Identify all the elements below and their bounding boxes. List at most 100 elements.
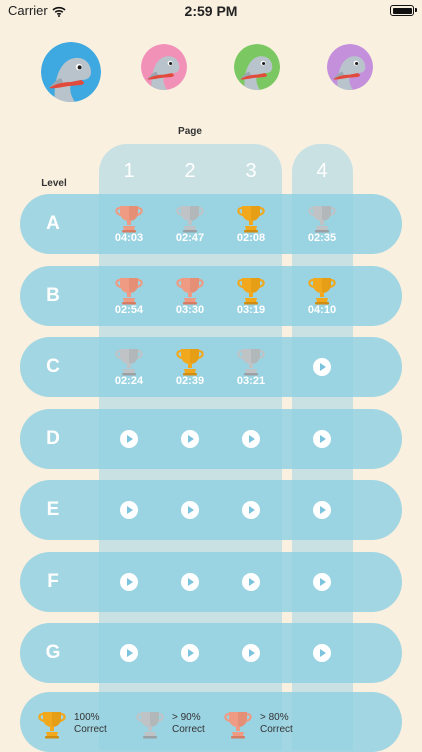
play-icon[interactable] [120, 501, 138, 524]
level-cell-b-2[interactable]: 03:30 [160, 266, 220, 326]
level-cell-g-3[interactable] [221, 623, 281, 683]
completion-time: 02:54 [114, 303, 144, 316]
play-icon[interactable] [181, 501, 199, 524]
completion-time: 02:35 [307, 232, 337, 244]
play-icon[interactable] [242, 429, 260, 453]
play-icon[interactable] [120, 572, 138, 596]
level-cell-f-4[interactable] [292, 552, 352, 612]
level-letter: C [46, 356, 60, 377]
gold-trophy-icon [306, 274, 338, 311]
level-cell-e-4[interactable] [292, 480, 352, 540]
level-cell-b-4[interactable]: 04:10 [292, 266, 352, 326]
silver-trophy-icon [113, 345, 145, 382]
silver-trophy-icon [134, 708, 166, 745]
completion-time: 02:24 [114, 375, 144, 387]
level-cell-a-1[interactable]: 04:03 [99, 194, 159, 254]
level-cell-g-1[interactable] [99, 623, 159, 683]
level-cell-c-3[interactable]: 03:21 [221, 337, 281, 397]
level-cell-g-2[interactable] [160, 623, 220, 683]
gold-trophy-icon [36, 708, 68, 745]
level-letter: A [46, 213, 60, 234]
play-icon[interactable] [181, 429, 199, 453]
level-cell-b-3[interactable]: 03:19 [221, 266, 281, 326]
play-icon[interactable] [313, 358, 331, 381]
level-cell-c-2[interactable]: 02:39 [160, 337, 220, 397]
level-row-b: B [20, 265, 402, 326]
level-cell-d-4[interactable] [292, 409, 352, 469]
level-row-d: D [20, 408, 402, 469]
play-icon[interactable] [313, 501, 331, 524]
level-row-e: E [20, 480, 402, 540]
legend-label: 100% Correct [74, 712, 107, 735]
level-row-g: G [20, 623, 402, 683]
level-letter: E [46, 499, 60, 520]
bronze-trophy-icon [113, 274, 145, 311]
play-icon[interactable] [313, 429, 331, 453]
level-cell-f-2[interactable] [160, 552, 220, 612]
completion-time: 03:19 [236, 303, 266, 316]
level-letter: D [46, 427, 60, 449]
status-bar: Carrier 2:59 PM [0, 0, 422, 22]
avatar-dolphin-purple[interactable] [327, 44, 373, 90]
page-number-4: 4 [316, 160, 328, 182]
page-number-3: 3 [245, 160, 257, 182]
level-cell-d-2[interactable] [160, 409, 220, 469]
level-row-a: A [20, 194, 402, 254]
level-cell-e-1[interactable] [99, 480, 159, 540]
bronze-trophy-icon [113, 202, 145, 239]
completion-time: 04:03 [114, 232, 144, 244]
gold-trophy-icon [174, 345, 206, 382]
completion-time: 03:30 [175, 303, 205, 316]
level-cell-f-3[interactable] [221, 552, 281, 612]
level-cell-a-4[interactable]: 02:35 [292, 194, 352, 254]
completion-time: 02:39 [175, 375, 205, 387]
bronze-trophy-icon [222, 708, 254, 745]
play-icon[interactable] [181, 644, 199, 667]
play-icon[interactable] [242, 644, 260, 667]
carrier-label: Carrier [8, 3, 48, 18]
page-number-2: 2 [184, 160, 196, 182]
level-cell-g-4[interactable] [292, 623, 352, 683]
silver-trophy-icon [306, 202, 338, 239]
avatar-dolphin-blue[interactable] [41, 42, 101, 102]
level-row-partial [20, 692, 402, 752]
completion-time: 03:21 [236, 375, 266, 387]
wifi-icon [52, 4, 66, 22]
level-cell-d-3[interactable] [221, 409, 281, 469]
level-cell-c-1[interactable]: 02:24 [99, 337, 159, 397]
completion-time: 02:08 [236, 232, 266, 244]
level-cell-a-2[interactable]: 02:47 [160, 194, 220, 254]
gold-trophy-icon [235, 274, 267, 311]
bronze-trophy-icon [174, 274, 206, 311]
clock: 2:59 PM [184, 3, 238, 19]
play-icon[interactable] [313, 572, 331, 596]
level-cell-a-3[interactable]: 02:08 [221, 194, 281, 254]
level-cell-e-2[interactable] [160, 480, 220, 540]
level-cell-f-1[interactable] [99, 552, 159, 612]
play-icon[interactable] [242, 501, 260, 524]
play-icon[interactable] [120, 644, 138, 667]
level-cell-b-1[interactable]: 02:54 [99, 266, 159, 326]
avatar-dolphin-green[interactable] [234, 44, 280, 90]
play-icon[interactable] [120, 429, 138, 453]
gold-trophy-icon [235, 202, 267, 239]
play-icon[interactable] [313, 644, 331, 667]
level-header-label: Level [41, 178, 67, 189]
legend-label: > 90% Correct [172, 712, 205, 735]
play-icon[interactable] [181, 572, 199, 596]
battery-icon [390, 5, 417, 16]
completion-time: 02:47 [175, 232, 205, 244]
play-icon[interactable] [242, 572, 260, 596]
level-cell-d-1[interactable] [99, 409, 159, 469]
legend-label: > 80% Correct [260, 712, 293, 735]
level-cell-e-3[interactable] [221, 480, 281, 540]
silver-trophy-icon [174, 202, 206, 239]
silver-trophy-icon [235, 345, 267, 382]
level-row-f: F [20, 551, 402, 612]
level-letter: B [46, 284, 60, 306]
avatar-dolphin-pink[interactable] [141, 44, 187, 90]
level-letter: G [45, 642, 61, 663]
level-row-c: C [20, 337, 402, 397]
page-header-label: Page [178, 126, 202, 137]
level-cell-c-4[interactable] [292, 337, 352, 397]
